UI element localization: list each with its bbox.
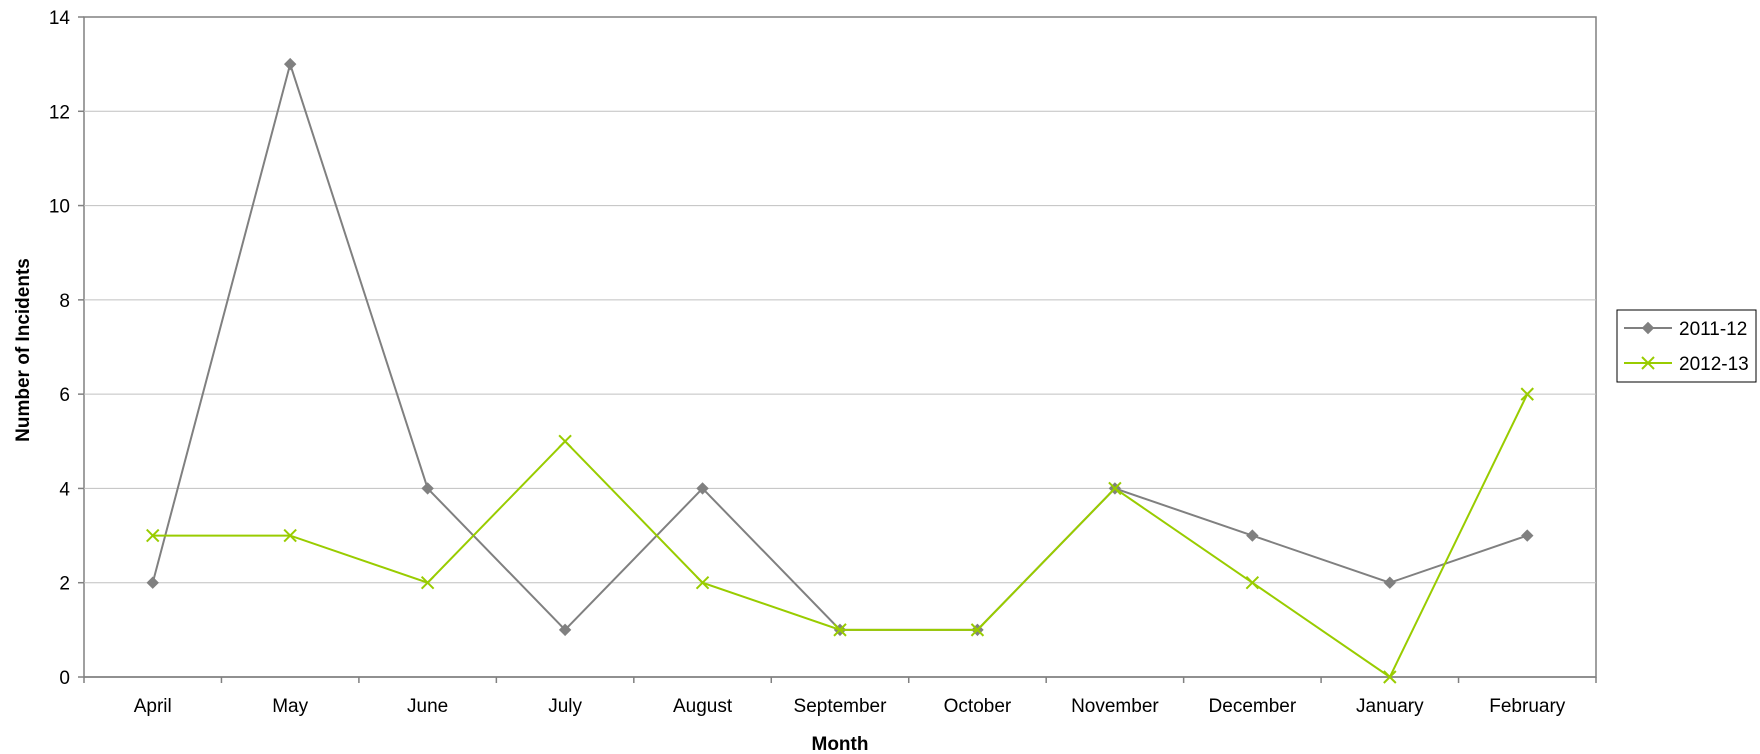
- data-point: [558, 434, 572, 448]
- data-point: [1245, 576, 1260, 590]
- x-tick-label: December: [1209, 696, 1297, 717]
- data-point: [833, 623, 847, 637]
- series-2012-13: [146, 387, 1534, 684]
- x-tick-label: October: [944, 696, 1012, 717]
- marker-stroke: [558, 434, 572, 448]
- x-tick-label: August: [673, 696, 733, 717]
- y-tick-label: 12: [49, 102, 70, 123]
- x-tick-label: January: [1356, 696, 1424, 717]
- data-point: [1246, 529, 1259, 542]
- data-point: [146, 528, 160, 543]
- x-tick-label: June: [407, 696, 448, 717]
- data-point: [696, 482, 709, 495]
- legend-marker: [1641, 321, 1655, 335]
- legend: 2011-12 2012-13: [1616, 309, 1757, 383]
- data-point: [1383, 670, 1397, 684]
- x-tick-label: November: [1071, 696, 1159, 717]
- data-point: [1383, 576, 1397, 589]
- marker-stroke: [970, 623, 985, 637]
- data-point: [970, 623, 985, 637]
- y-tick-label: 14: [49, 8, 71, 29]
- x-tick-label: May: [272, 696, 308, 717]
- data-point: [420, 576, 435, 590]
- marker-stroke: [1383, 670, 1397, 684]
- x-tick-label: February: [1489, 696, 1566, 717]
- data-point: [146, 576, 159, 589]
- axes: 0 2 4 6 8 10 12 14 April May June July August Septemb…: [49, 8, 1597, 717]
- y-tick-label: 2: [59, 574, 70, 595]
- y-tick-label: 0: [59, 668, 70, 689]
- legend-label: 2011-12: [1679, 319, 1747, 340]
- data-point: [421, 482, 434, 495]
- data-point: [695, 576, 710, 590]
- y-tick-label: 6: [59, 385, 70, 406]
- marker-stroke: [1108, 481, 1122, 496]
- x-tick-label: April: [134, 696, 172, 717]
- x-tick-label: July: [548, 696, 582, 717]
- y-tick-label: 8: [59, 291, 70, 312]
- data-point: [1108, 481, 1122, 496]
- x-tick-label: September: [794, 696, 888, 717]
- marker-stroke: [695, 576, 710, 590]
- marker-stroke: [833, 623, 847, 637]
- legend-box: [1616, 309, 1757, 383]
- data-point: [283, 528, 297, 543]
- marker-stroke: [1641, 356, 1655, 370]
- x-axis-title: Month: [812, 734, 869, 754]
- data-point: [1521, 529, 1534, 542]
- legend-label: 2012-13: [1679, 354, 1749, 375]
- data-point: [283, 57, 297, 71]
- y-tick-label: 10: [49, 197, 70, 218]
- marker-stroke: [1520, 387, 1534, 401]
- y-tick-label: 4: [59, 479, 70, 500]
- marker-stroke: [420, 576, 435, 590]
- marker-stroke: [1245, 576, 1260, 590]
- legend-marker: [1641, 356, 1655, 370]
- y-axis-title: Number of Incidents: [13, 258, 34, 442]
- series-lines: [146, 57, 1534, 684]
- marker-stroke: [283, 528, 297, 543]
- plot-area: [83, 16, 1597, 678]
- data-point: [558, 623, 572, 637]
- marker-stroke: [146, 528, 160, 543]
- data-point: [1520, 387, 1534, 401]
